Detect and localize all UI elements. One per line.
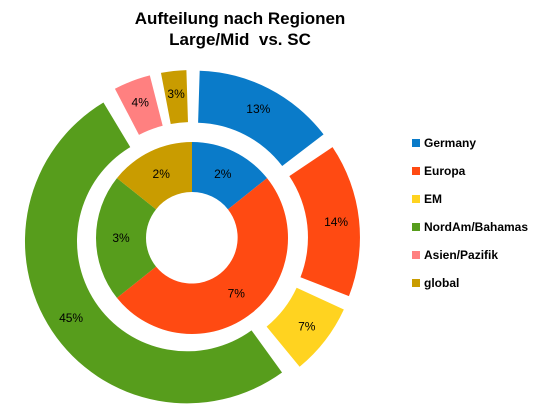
legend-label-global: global bbox=[424, 276, 460, 290]
outer-ring-slice-germany bbox=[198, 70, 324, 166]
chart-title-line-1: Aufteilung nach Regionen bbox=[134, 9, 346, 28]
inner-ring-slice-germany bbox=[192, 142, 268, 210]
legend-swatch-germany bbox=[412, 139, 420, 147]
outer-ring-label-germany: 13% bbox=[246, 102, 270, 116]
outer-ring-slice-em bbox=[266, 287, 344, 367]
legend-swatch-asien-pazifik bbox=[412, 251, 420, 259]
outer-ring-slice-asien-pazifik bbox=[114, 75, 163, 135]
inner-ring-slice-global bbox=[116, 142, 192, 210]
outer-ring-label-nordam-bahamas: 45% bbox=[59, 311, 83, 325]
outer-ring-label-em: 7% bbox=[298, 320, 316, 334]
inner-ring-slice-nordam-bahamas bbox=[95, 178, 157, 298]
legend-label-nordam-bahamas: NordAm/Bahamas bbox=[424, 220, 529, 234]
outer-ring-slice-nordam-bahamas bbox=[24, 102, 283, 404]
legend-swatch-em bbox=[412, 195, 420, 203]
inner-ring-label-germany: 2% bbox=[214, 167, 232, 181]
inner-ring-label-europa: 7% bbox=[228, 287, 246, 301]
outer-ring-label-asien-pazifik: 4% bbox=[132, 96, 150, 110]
outer-ring-label-global: 3% bbox=[167, 87, 185, 101]
legend-swatch-global bbox=[412, 279, 420, 287]
inner-ring-label-nordam-bahamas: 3% bbox=[112, 231, 130, 245]
legend-swatch-europa bbox=[412, 167, 420, 175]
legend-label-em: EM bbox=[424, 192, 442, 206]
outer-ring-slice-europa bbox=[289, 147, 360, 297]
legend-label-germany: Germany bbox=[424, 136, 477, 150]
outer-ring-slice-global bbox=[160, 70, 188, 124]
inner-ring-slice-europa bbox=[116, 178, 289, 335]
legend-label-asien-pazifik: Asien/Pazifik bbox=[424, 248, 499, 262]
chart-title: Aufteilung nach Regionen Large/Mid vs. S… bbox=[0, 8, 480, 50]
inner-ring-label-global: 2% bbox=[153, 167, 171, 181]
legend-label-europa: Europa bbox=[424, 164, 466, 178]
legend-swatch-nordam-bahamas bbox=[412, 223, 420, 231]
chart-title-line-2: Large/Mid vs. SC bbox=[169, 30, 311, 49]
outer-ring-label-europa: 14% bbox=[324, 215, 348, 229]
